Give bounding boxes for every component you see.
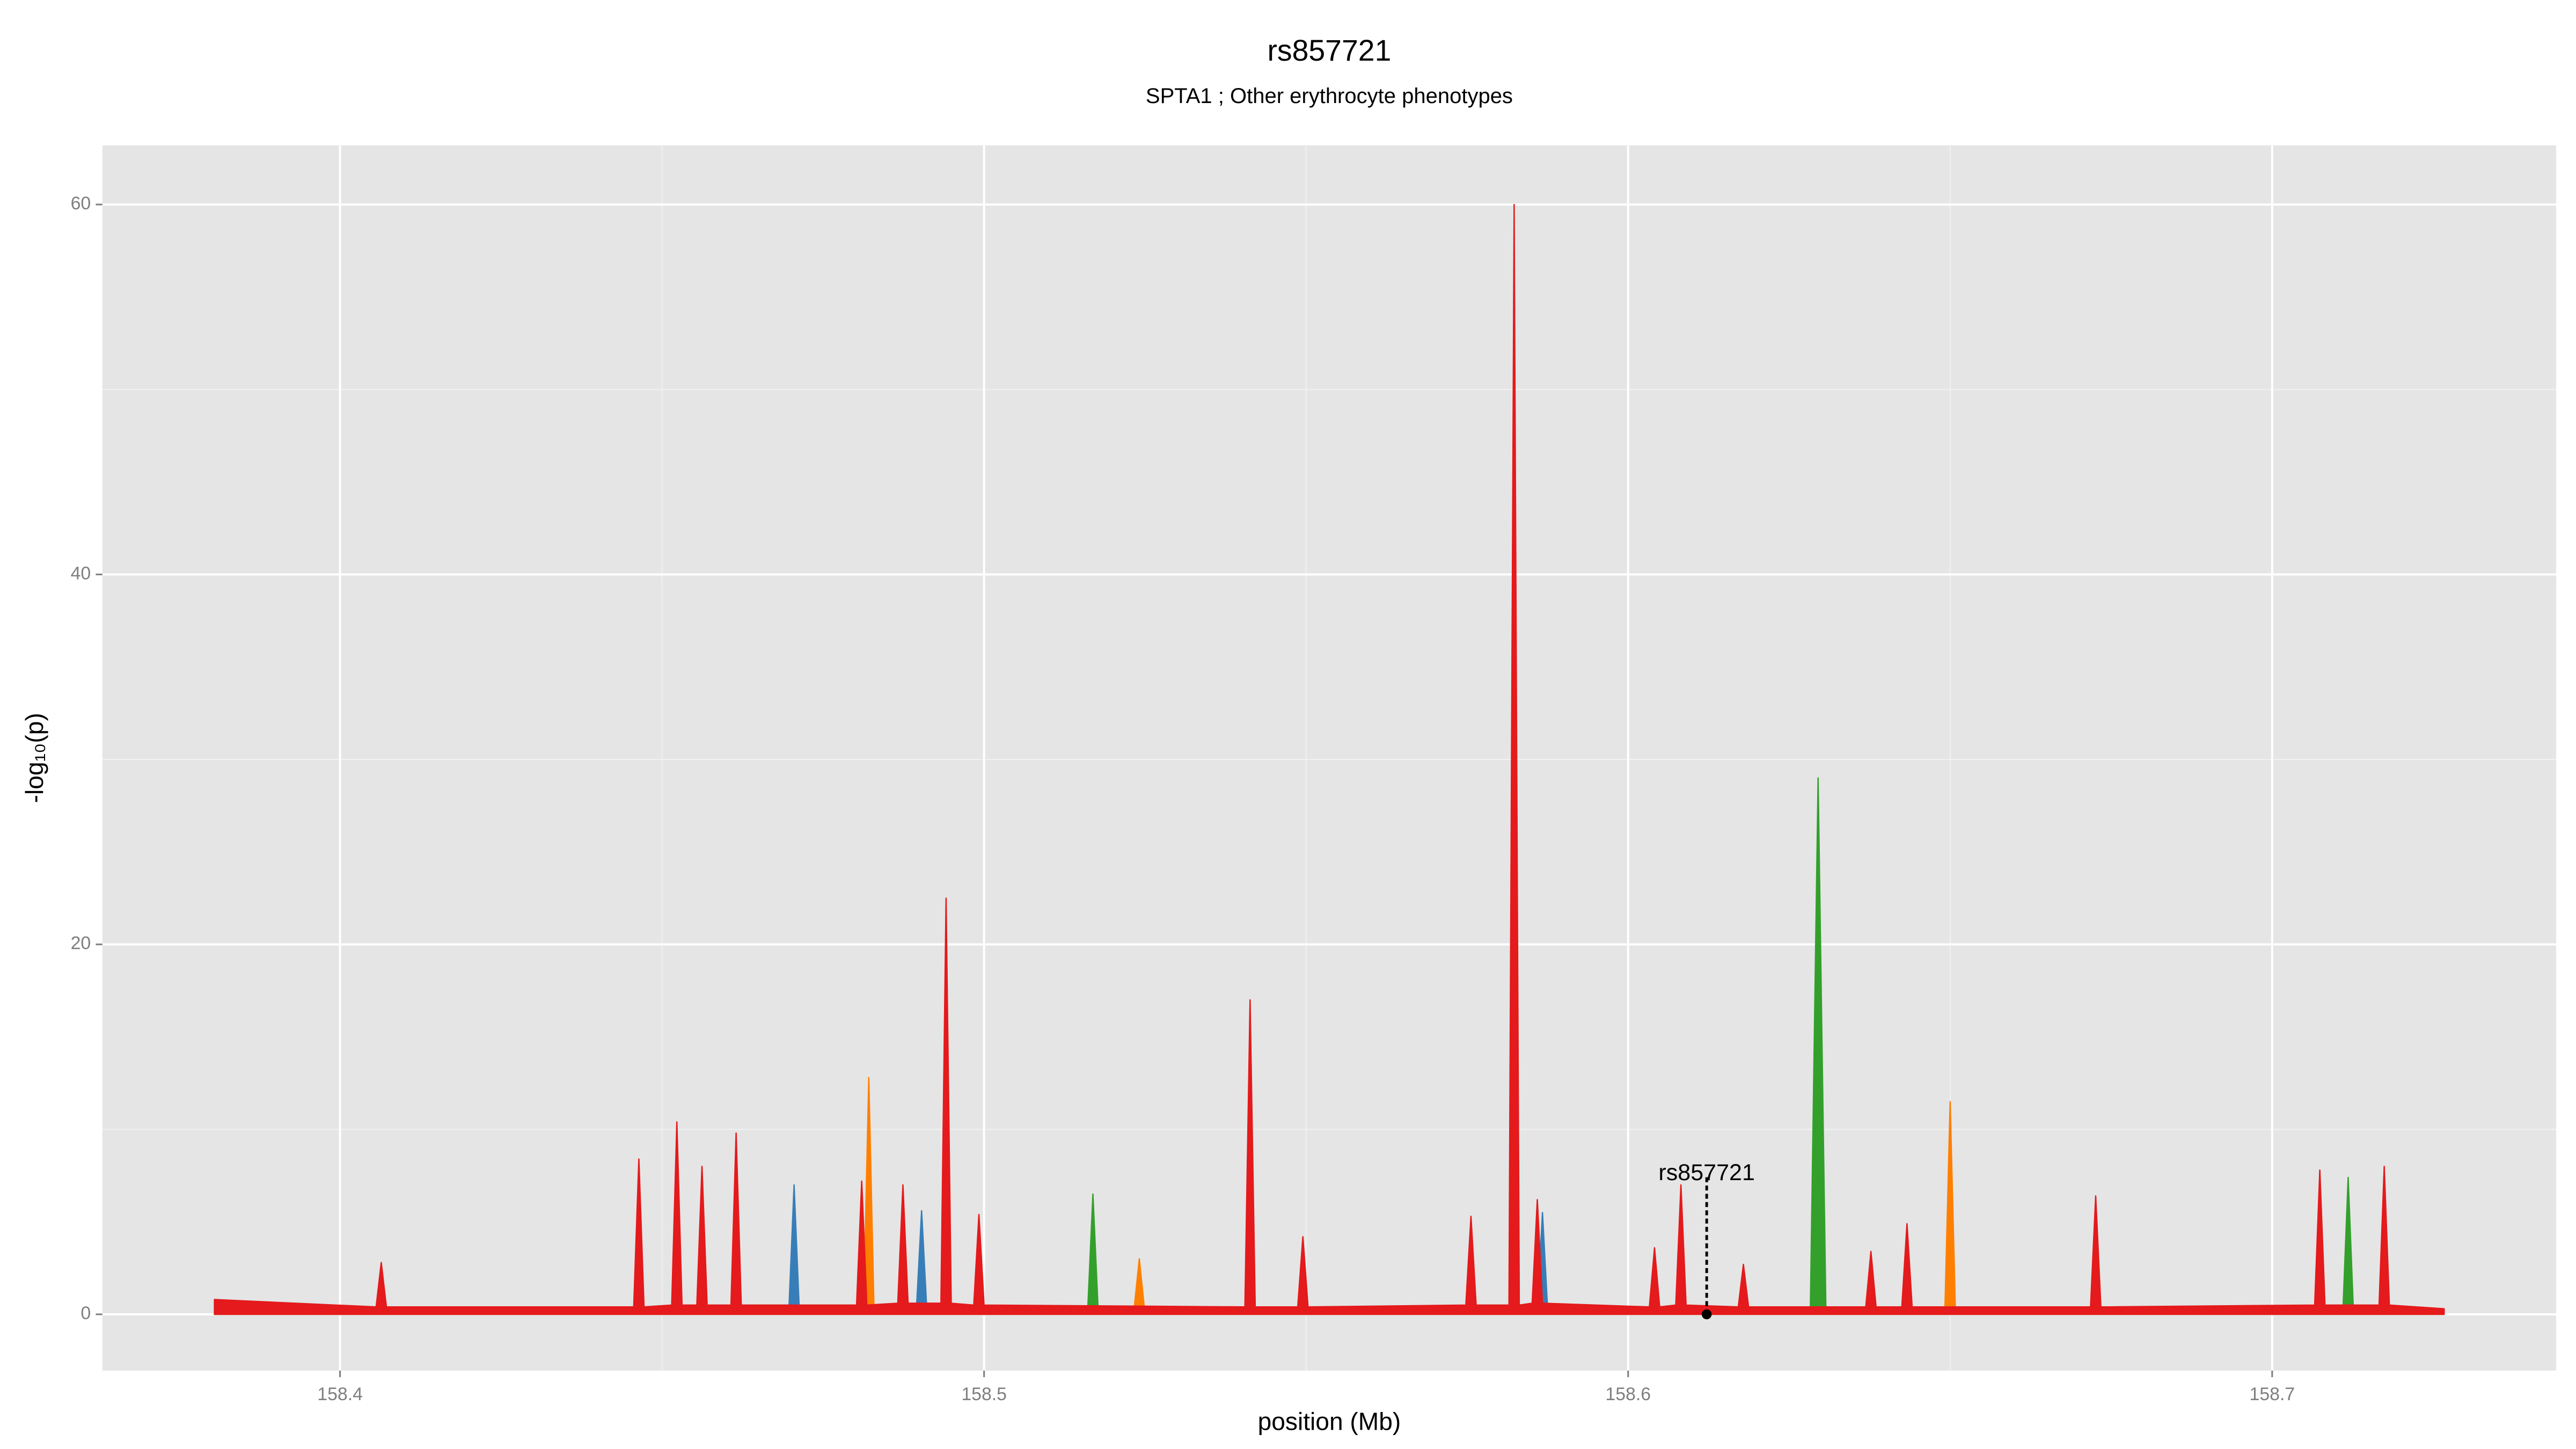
- y-tick-label: 0: [80, 1303, 91, 1323]
- chart-subtitle: SPTA1 ; Other erythrocyte phenotypes: [1146, 84, 1513, 108]
- annotation-point: [1701, 1309, 1712, 1320]
- y-tick-label: 20: [71, 933, 91, 954]
- plot-panel: [102, 145, 2557, 1371]
- x-tick-label: 158.7: [2250, 1384, 2295, 1404]
- x-tick-label: 158.4: [317, 1384, 363, 1404]
- x-tick-label: 158.5: [961, 1384, 1007, 1404]
- chart-title: rs857721: [1267, 34, 1391, 67]
- x-tick-label: 158.6: [1605, 1384, 1651, 1404]
- y-axis-label: -log₁₀(p): [20, 713, 48, 803]
- y-tick-label: 60: [71, 193, 91, 214]
- annotation-label: rs857721: [1658, 1160, 1755, 1185]
- x-axis-label: position (Mb): [1258, 1407, 1401, 1435]
- y-tick-label: 40: [71, 563, 91, 583]
- series-area: [214, 203, 2445, 1315]
